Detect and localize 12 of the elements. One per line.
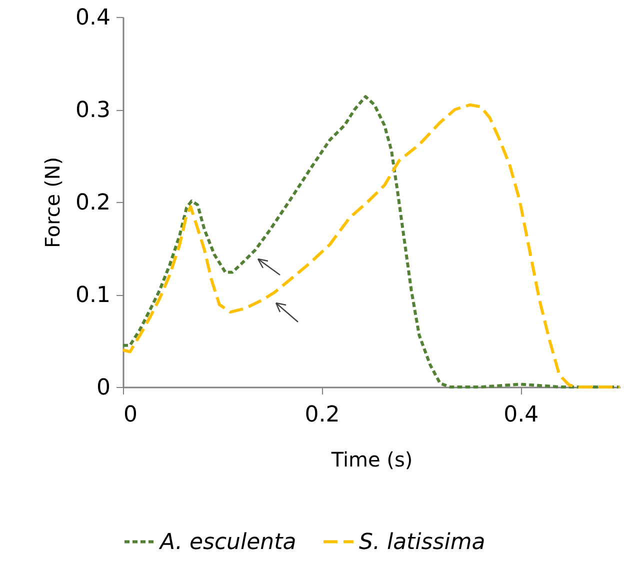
x-tick-label: 0.2 [304, 402, 340, 428]
x-axis-title: Time (s) [330, 448, 413, 472]
x-tick-label: 0 [124, 402, 138, 428]
legend-label: A. esculenta [158, 530, 296, 555]
y-tick-label: 0.4 [76, 6, 110, 30]
y-tick-label: 0.2 [76, 190, 110, 216]
legend-label: S. latissima [359, 530, 486, 555]
y-tick-label: 0 [96, 376, 110, 400]
x-tick-label: 0.4 [504, 402, 539, 428]
y-axis-title: Force (N) [40, 156, 65, 248]
y-tick-label: 0.3 [76, 98, 110, 123]
y-tick-label: 0.1 [76, 283, 110, 308]
